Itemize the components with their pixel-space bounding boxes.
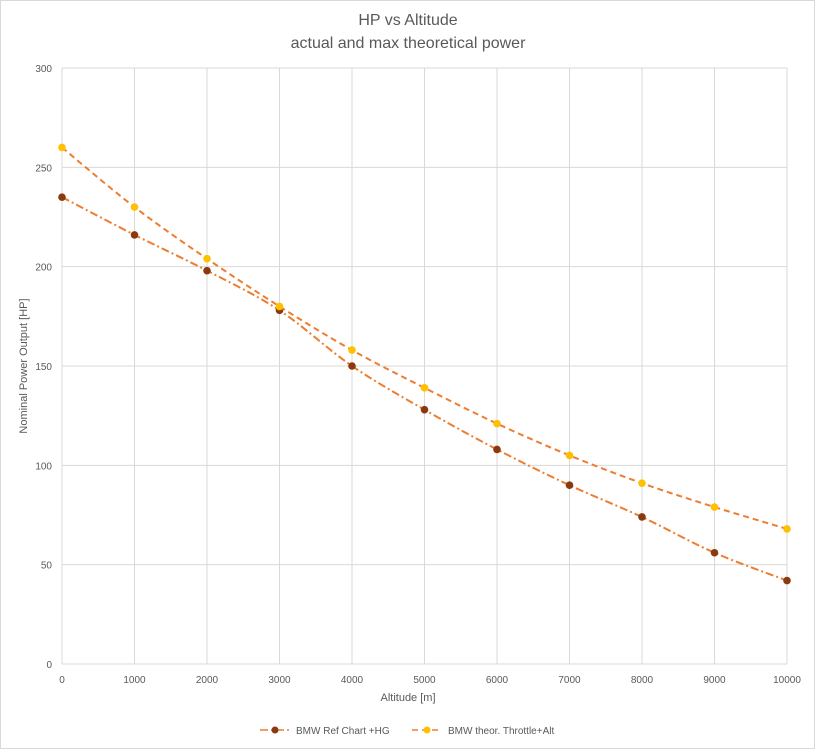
x-tick-label: 7000 (558, 675, 581, 686)
legend-label-series-1: BMW Ref Chart +HG (296, 726, 390, 737)
data-point (348, 362, 356, 370)
series-layer (58, 143, 791, 585)
data-point (420, 384, 429, 392)
y-tick-label: 250 (35, 163, 52, 174)
x-tick-label: 0 (59, 675, 65, 686)
data-point (638, 513, 646, 521)
x-tick-label: 2000 (196, 675, 219, 686)
y-axis-label: Nominal Power Output [HP] (18, 298, 30, 433)
x-tick-label: 8000 (631, 675, 654, 686)
x-axis-label: Altitude [m] (380, 692, 435, 704)
legend-marker-series-2 (423, 726, 431, 734)
y-tick-label: 0 (46, 660, 52, 671)
x-tick-label: 9000 (703, 675, 726, 686)
data-point (58, 143, 66, 152)
data-point (203, 254, 211, 263)
data-point (565, 451, 574, 460)
data-point (783, 576, 791, 585)
x-tick-label: 5000 (413, 675, 436, 686)
chart-subtitle: actual and max theoretical power (291, 35, 526, 52)
legend-marker-series-1 (271, 726, 279, 734)
y-tick-label: 150 (35, 362, 52, 373)
data-point (130, 203, 139, 211)
legend-item-series-2: BMW theor. Throttle+Alt (412, 726, 554, 737)
y-tick-label: 200 (35, 263, 52, 274)
y-tick-label: 50 (41, 561, 53, 572)
x-tick-label: 6000 (486, 675, 509, 686)
series-1 (58, 193, 791, 585)
data-point (203, 266, 211, 275)
x-tick-label: 10000 (773, 675, 801, 686)
series-line-2 (61, 146, 788, 530)
x-tick-label: 1000 (123, 675, 146, 686)
chart-title: HP vs Altitude (358, 12, 457, 29)
y-tick-label: 300 (35, 64, 52, 75)
x-tick-label: 4000 (341, 675, 364, 686)
data-point (638, 479, 646, 488)
data-point (493, 445, 501, 454)
y-axis-ticks: 0 50 100 150 200 250 300 (35, 64, 52, 671)
data-point (130, 231, 139, 239)
data-point (565, 481, 574, 490)
legend: BMW Ref Chart +HG BMW theor. Throttle+Al… (260, 726, 554, 737)
data-point (493, 419, 501, 428)
legend-label-series-2: BMW theor. Throttle+Alt (448, 726, 554, 737)
data-point (275, 302, 284, 311)
data-point (420, 405, 429, 414)
series-line-1 (61, 196, 788, 582)
data-point (58, 193, 66, 201)
series-2 (58, 143, 791, 533)
x-axis-ticks: 0 1000 2000 3000 4000 5000 6000 7000 8000 9000 100… (59, 675, 801, 686)
data-point (348, 346, 356, 354)
grid (61, 67, 788, 665)
data-point (783, 525, 791, 533)
data-point (710, 548, 719, 557)
data-point (710, 503, 719, 511)
x-tick-label: 3000 (268, 675, 291, 686)
legend-item-series-1: BMW Ref Chart +HG (260, 726, 390, 737)
y-tick-label: 100 (35, 461, 52, 472)
